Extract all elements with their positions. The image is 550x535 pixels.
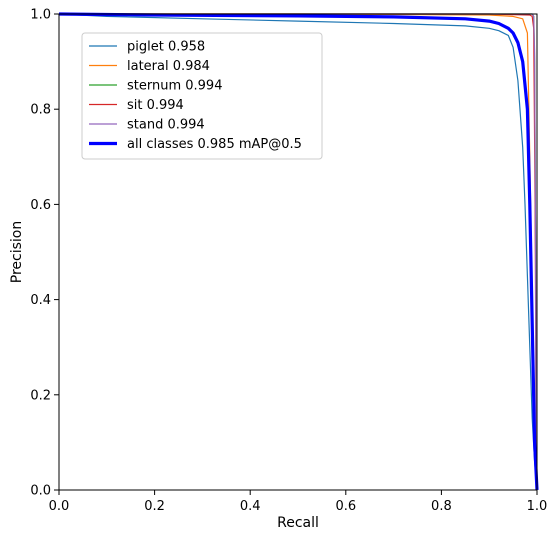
legend-label: sit 0.994 bbox=[127, 98, 184, 113]
y-tick-label: 1.0 bbox=[30, 8, 51, 23]
x-tick-label: 0.0 bbox=[49, 499, 70, 514]
x-tick-label: 0.4 bbox=[240, 499, 261, 514]
axis-ticks: 0.0 0.2 0.4 0.6 0.8 1.0 0.0 0.2 0.4 0.6 0.8 1.0 bbox=[30, 8, 547, 515]
x-axis-label: Recall bbox=[277, 515, 319, 531]
legend: piglet 0.958 lateral 0.984 sternum 0.994 si… bbox=[81, 32, 323, 160]
legend-box bbox=[81, 32, 323, 160]
x-tick-label: 0.2 bbox=[144, 499, 165, 514]
plot-frame bbox=[58, 13, 538, 491]
legend-label: sternum 0.994 bbox=[127, 79, 222, 94]
series-lines bbox=[58, 12, 539, 491]
x-tick-label: 0.6 bbox=[335, 499, 356, 514]
series-line bbox=[58, 12, 539, 491]
x-tick-label: 1.0 bbox=[527, 499, 548, 514]
y-tick-label: 0.2 bbox=[30, 388, 51, 403]
legend-label: lateral 0.984 bbox=[127, 59, 210, 74]
y-tick-label: 0.4 bbox=[30, 293, 51, 308]
legend-label: piglet 0.958 bbox=[127, 40, 205, 55]
legend-label: all classes 0.985 mAP@0.5 bbox=[127, 137, 302, 152]
x-tick-label: 0.8 bbox=[431, 499, 452, 514]
y-axis-label: Precision bbox=[9, 221, 25, 283]
y-tick-label: 0.8 bbox=[30, 103, 51, 118]
y-tick-label: 0.6 bbox=[30, 198, 51, 213]
series-line bbox=[58, 13, 538, 491]
legend-label: stand 0.994 bbox=[127, 118, 205, 133]
y-tick-label: 0.0 bbox=[30, 484, 51, 499]
